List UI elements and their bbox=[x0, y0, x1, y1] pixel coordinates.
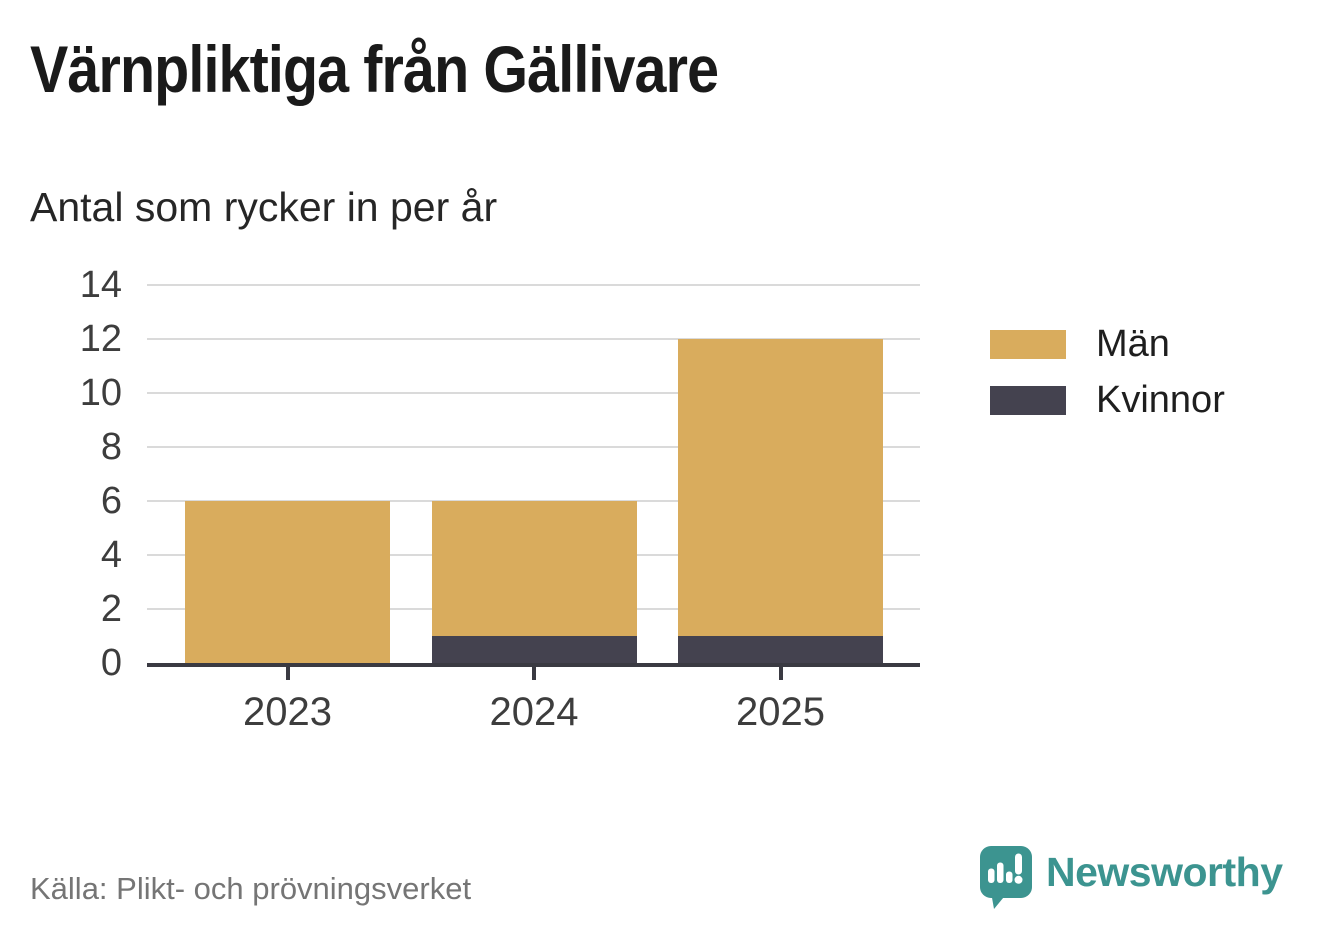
legend-swatch-Män bbox=[990, 329, 1066, 359]
legend: Män Kvinnor bbox=[990, 316, 1225, 428]
x-tick-label-2023: 2023 bbox=[243, 690, 332, 734]
chart-title: Värnpliktiga från Gällivare bbox=[30, 32, 719, 106]
bar-2023-Män bbox=[185, 501, 390, 663]
legend-label-Kvinnor: Kvinnor bbox=[1096, 378, 1225, 421]
gridline-12 bbox=[147, 338, 920, 340]
x-tick-label-2024: 2024 bbox=[489, 690, 579, 734]
chart-subtitle: Antal som rycker in per år bbox=[30, 184, 498, 230]
legend-item-Kvinnor: Kvinnor bbox=[990, 372, 1225, 428]
newsworthy-brand: Newsworthy bbox=[980, 846, 1283, 910]
legend-item-Män: Män bbox=[990, 316, 1225, 372]
x-tick-2023 bbox=[285, 667, 290, 680]
y-tick-label-4: 4 bbox=[100, 534, 122, 576]
bar-2024-Kvinnor bbox=[431, 636, 637, 663]
gridline-14 bbox=[147, 284, 920, 286]
gridline-10 bbox=[147, 392, 920, 394]
newsworthy-logo-icon bbox=[980, 846, 1032, 909]
x-tick-2025 bbox=[778, 667, 783, 680]
x-tick-label-2025: 2025 bbox=[736, 690, 825, 734]
source-note: Källa: Plikt- och prövningsverket bbox=[30, 871, 472, 906]
plot-area bbox=[147, 284, 920, 663]
bar-2024-Män bbox=[431, 501, 637, 636]
y-tick-label-8: 8 bbox=[100, 426, 122, 468]
gridline-8 bbox=[147, 446, 920, 448]
y-tick-label-0: 0 bbox=[100, 642, 122, 684]
newsworthy-logo-text: Newsworthy bbox=[1046, 849, 1283, 895]
bar-2025-Kvinnor bbox=[678, 636, 883, 663]
x-tick-2024 bbox=[532, 667, 536, 680]
legend-label-Män: Män bbox=[1096, 322, 1170, 365]
x-axis-line bbox=[147, 663, 920, 667]
y-tick-label-12: 12 bbox=[79, 318, 122, 360]
y-tick-label-10: 10 bbox=[79, 372, 122, 414]
legend-swatch-Kvinnor bbox=[990, 385, 1066, 415]
y-tick-label-2: 2 bbox=[100, 588, 122, 630]
y-tick-label-14: 14 bbox=[79, 264, 122, 306]
bar-2025-Män bbox=[678, 339, 883, 636]
y-tick-label-6: 6 bbox=[100, 480, 122, 522]
